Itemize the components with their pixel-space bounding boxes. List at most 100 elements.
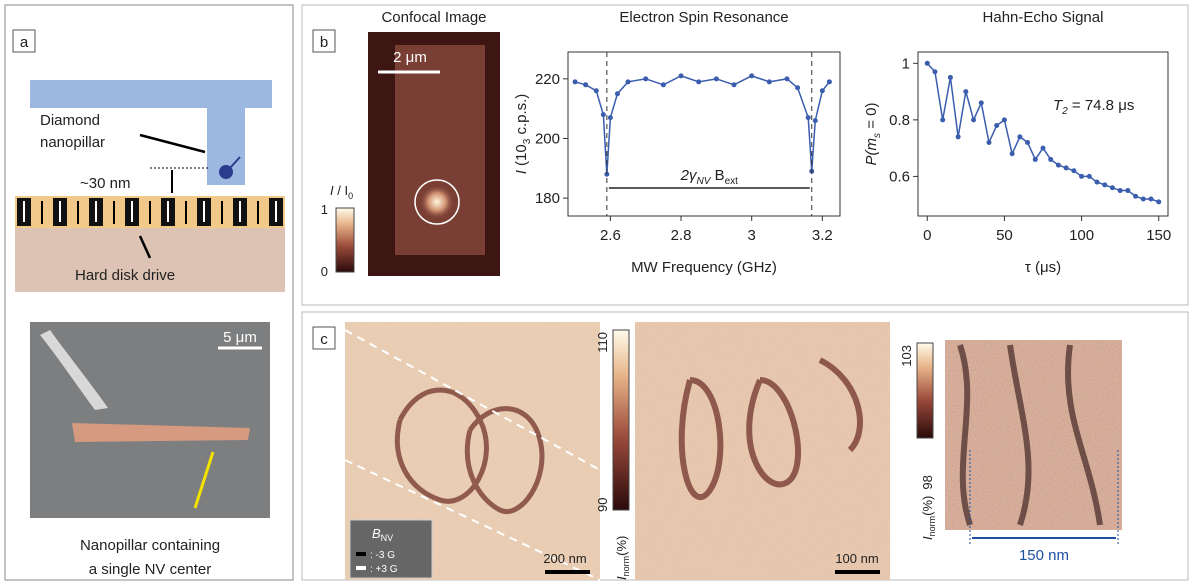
legend-swatch	[356, 552, 366, 556]
colorbar-tick: 0	[321, 264, 328, 279]
data-point	[1001, 117, 1007, 123]
data-point	[572, 79, 578, 85]
data-point	[1109, 185, 1115, 191]
data-point	[1148, 196, 1154, 202]
sample	[72, 423, 250, 442]
data-line	[926, 62, 1159, 203]
data-point	[625, 79, 631, 85]
data-point	[600, 112, 606, 118]
data-point	[1009, 151, 1015, 157]
data-point	[812, 118, 818, 124]
pointer	[138, 235, 152, 259]
data-point	[994, 123, 1000, 129]
data-point	[971, 117, 977, 123]
data-point	[1063, 165, 1069, 171]
data-point	[1086, 173, 1092, 179]
y-tick-label: 1	[902, 55, 910, 72]
x-tick-label: 2.6	[600, 227, 621, 244]
annotation: 2γNV Bext	[680, 167, 738, 187]
x-tick-label: 0	[923, 227, 931, 244]
text-part: s	[872, 133, 883, 138]
domain-pattern	[678, 357, 863, 501]
data-point	[932, 69, 938, 75]
colorbar-tick: 90	[595, 498, 610, 512]
data-point	[643, 76, 649, 82]
data-point	[1125, 188, 1131, 194]
panel-label: b	[320, 34, 328, 51]
data-point	[1140, 196, 1146, 202]
data-point	[696, 79, 702, 85]
domain-pattern	[394, 387, 545, 515]
yellow-arrow	[193, 451, 215, 509]
x-tick-label: 3	[748, 227, 756, 244]
sem-image	[30, 322, 270, 518]
text-part: B	[710, 167, 724, 184]
data-point	[947, 74, 953, 80]
data-point	[963, 89, 969, 95]
data-point	[1032, 156, 1038, 162]
data-line	[574, 75, 830, 175]
y-tick-label: 220	[535, 71, 560, 88]
data-point	[593, 88, 599, 94]
distance-label: ~30 nm	[80, 175, 130, 192]
data-point	[795, 85, 801, 91]
x-tick-label: 100	[1069, 227, 1094, 244]
data-point	[986, 139, 992, 145]
x-tick-label: 3.2	[812, 227, 833, 244]
text-part: c.p.s.)	[513, 94, 530, 139]
cantilever	[40, 330, 108, 410]
y-tick-label: 200	[535, 130, 560, 147]
label-box	[12, 29, 36, 53]
scale-label: 150 nm	[1019, 547, 1069, 564]
data-point	[678, 73, 684, 79]
data-point	[924, 60, 930, 66]
text-part: = 74.8 μs	[1068, 97, 1135, 114]
text-part: 3	[522, 138, 533, 144]
text-part: NV	[697, 176, 712, 187]
chart-title: Electron Spin Resonance	[619, 9, 788, 26]
scale-label: 2 μm	[393, 49, 427, 66]
data-point	[1017, 134, 1023, 140]
x-axis-label: MW Frequency (GHz)	[631, 259, 777, 276]
legend-entry: : +3 G	[370, 564, 398, 575]
text-part: 2	[1061, 106, 1068, 117]
caption: Nanopillar containing a single NV center	[80, 537, 220, 578]
y-tick-label: 0.8	[889, 112, 910, 129]
pillar-label: Diamond nanopillar	[40, 112, 105, 151]
data-point	[660, 82, 666, 88]
data-point	[1048, 156, 1054, 162]
data-point	[607, 115, 613, 121]
confocal-structure	[395, 45, 485, 255]
data-point	[955, 134, 961, 140]
colorbar-tick: 110	[595, 332, 610, 353]
y-axis-label: P(ms = 0)	[863, 103, 883, 166]
domain-pattern	[957, 344, 1103, 526]
data-point	[731, 82, 737, 88]
data-point	[1025, 139, 1031, 145]
colorbar-label: Inorm(%)98	[920, 475, 937, 540]
circle-marker	[414, 179, 460, 225]
text-part: I	[513, 170, 530, 174]
data-point	[1079, 173, 1085, 179]
nv-center	[219, 165, 233, 179]
y-axis-label: I (103 c.p.s.)	[513, 94, 533, 175]
panel-a-frame	[4, 4, 294, 581]
plot-frame	[567, 51, 841, 217]
data-point	[749, 73, 755, 79]
data-point	[583, 82, 589, 88]
colorbar-tick: 1	[321, 202, 328, 217]
colorbar-label: I / I0	[330, 183, 353, 201]
pointer	[139, 133, 206, 154]
data-point	[819, 88, 825, 94]
data-point	[1117, 188, 1123, 194]
data-point	[784, 76, 790, 82]
chart-title: Hahn-Echo Signal	[983, 9, 1104, 26]
x-axis-label: τ (μs)	[1025, 259, 1061, 276]
data-point	[805, 115, 811, 121]
data-point	[1040, 145, 1046, 151]
data-point	[1102, 182, 1108, 188]
scale-label: 5 μm	[223, 329, 257, 346]
x-tick-label: 50	[996, 227, 1013, 244]
scale-label: 100 nm	[835, 551, 878, 566]
